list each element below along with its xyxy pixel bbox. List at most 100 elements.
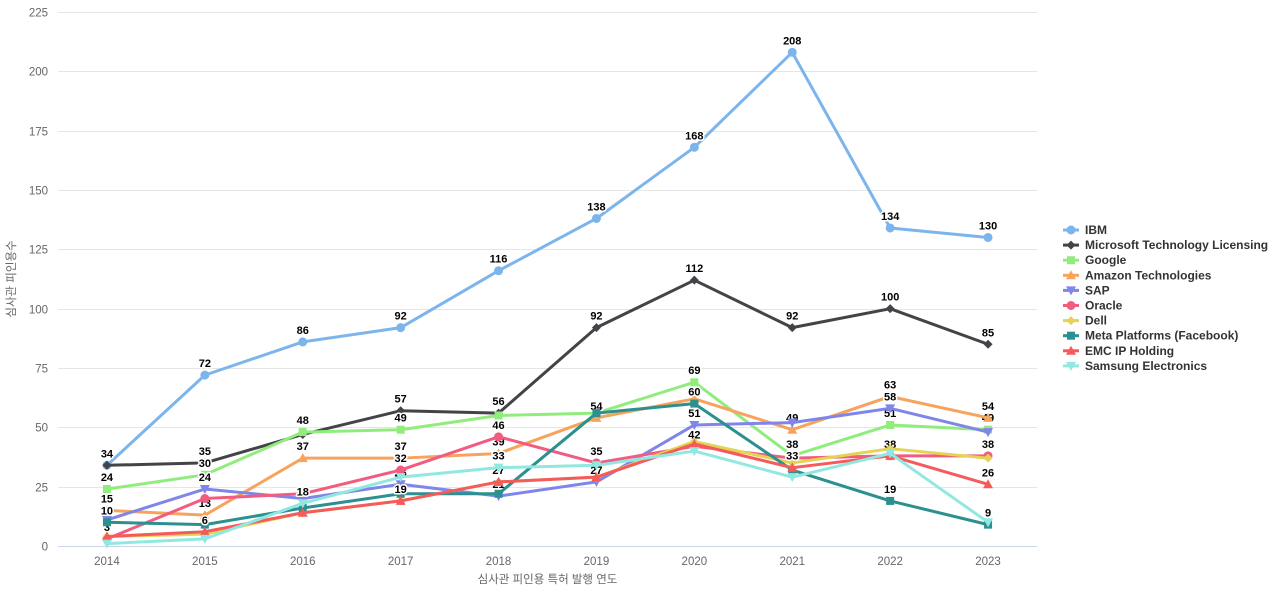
y-tick-label: 225 xyxy=(29,8,48,20)
data-point-marker[interactable] xyxy=(199,485,210,495)
data-point-marker[interactable] xyxy=(690,399,699,408)
data-point-marker[interactable] xyxy=(591,461,602,471)
data-point-marker[interactable] xyxy=(101,539,112,549)
data-point-marker[interactable] xyxy=(493,463,504,473)
data-point-marker[interactable] xyxy=(787,418,798,428)
data-point-marker[interactable] xyxy=(592,409,601,418)
data-point-marker[interactable] xyxy=(983,479,994,489)
data-label: 168 xyxy=(685,130,703,142)
data-point-marker[interactable] xyxy=(787,462,798,472)
legend-item-google[interactable]: Google xyxy=(1063,253,1127,267)
x-tick-label: 2019 xyxy=(584,556,610,568)
legend-item-amazon-technologies[interactable]: Amazon Technologies xyxy=(1063,268,1212,282)
data-point-marker[interactable] xyxy=(298,337,308,347)
data-point-marker[interactable] xyxy=(886,496,895,505)
data-point-marker[interactable] xyxy=(591,412,602,422)
data-point-marker[interactable] xyxy=(885,404,896,414)
data-label: 38 xyxy=(786,439,798,451)
y-tick-label: 75 xyxy=(35,364,48,376)
data-point-marker[interactable] xyxy=(983,232,993,242)
data-point-marker[interactable] xyxy=(102,518,111,527)
data-point-marker[interactable] xyxy=(102,460,112,470)
legend-label: Dell xyxy=(1085,314,1107,328)
data-point-marker[interactable] xyxy=(494,489,503,498)
data-point-marker[interactable] xyxy=(297,499,308,509)
data-point-marker[interactable] xyxy=(493,448,504,458)
data-point-marker[interactable] xyxy=(885,391,896,401)
legend-item-ibm[interactable]: IBM xyxy=(1063,223,1107,237)
data-point-marker[interactable] xyxy=(396,465,406,475)
data-point-marker[interactable] xyxy=(298,428,307,437)
data-point-marker[interactable] xyxy=(297,507,308,517)
data-point-marker[interactable] xyxy=(101,531,112,541)
data-point-marker[interactable] xyxy=(494,432,504,442)
data-point-marker[interactable] xyxy=(396,406,406,416)
data-point-marker[interactable] xyxy=(102,485,111,494)
data-label: 32 xyxy=(395,453,407,465)
data-point-marker[interactable] xyxy=(199,526,210,536)
y-tick-label: 25 xyxy=(35,483,48,495)
data-point-marker[interactable] xyxy=(200,520,209,529)
legend-item-emc-ip-holding[interactable]: EMC IP Holding xyxy=(1063,344,1174,358)
data-point-marker[interactable] xyxy=(787,323,797,333)
data-point-marker[interactable] xyxy=(591,472,602,482)
data-point-marker[interactable] xyxy=(395,453,406,463)
data-point-marker[interactable] xyxy=(689,447,700,457)
data-point-marker[interactable] xyxy=(395,480,406,490)
data-point-marker[interactable] xyxy=(199,510,210,520)
data-point-marker[interactable] xyxy=(885,304,895,314)
data-point-marker[interactable] xyxy=(885,449,896,459)
data-point-marker[interactable] xyxy=(983,339,993,349)
legend-item-dell[interactable]: Dell xyxy=(1063,314,1107,328)
legend-item-microsoft-technology-licensing[interactable]: Microsoft Technology Licensing xyxy=(1063,238,1268,252)
data-point-marker[interactable] xyxy=(200,370,210,380)
data-point-marker[interactable] xyxy=(200,458,210,468)
data-point-marker[interactable] xyxy=(689,438,700,448)
data-point-marker[interactable] xyxy=(689,420,700,430)
data-point-marker[interactable] xyxy=(396,489,405,498)
x-tick-label: 2016 xyxy=(290,556,316,568)
data-point-marker[interactable] xyxy=(787,47,797,57)
data-point-marker[interactable] xyxy=(200,494,210,504)
legend-item-meta-platforms-facebook-[interactable]: Meta Platforms (Facebook) xyxy=(1063,329,1238,343)
series-line xyxy=(105,449,990,546)
data-label: 3 xyxy=(104,522,110,534)
data-point-marker[interactable] xyxy=(591,213,601,223)
data-point-marker[interactable] xyxy=(494,266,504,276)
y-tick-label: 175 xyxy=(29,127,48,139)
data-point-marker[interactable] xyxy=(297,453,308,463)
data-point-marker[interactable] xyxy=(199,534,210,544)
data-point-marker[interactable] xyxy=(983,518,994,528)
data-point-marker[interactable] xyxy=(886,420,895,429)
data-point-marker[interactable] xyxy=(493,476,504,486)
data-point-marker[interactable] xyxy=(591,323,601,333)
data-point-marker[interactable] xyxy=(396,323,406,333)
legend-item-samsung-electronics[interactable]: Samsung Electronics xyxy=(1063,359,1207,373)
legend-marker-icon xyxy=(1066,345,1076,355)
data-point-marker[interactable] xyxy=(885,223,895,233)
data-point-marker[interactable] xyxy=(983,453,993,463)
data-label: 6 xyxy=(202,515,208,527)
data-point-marker[interactable] xyxy=(689,275,699,285)
data-label: 138 xyxy=(587,201,605,213)
data-point-marker[interactable] xyxy=(395,473,406,483)
data-point-marker[interactable] xyxy=(396,425,405,434)
data-point-marker[interactable] xyxy=(298,489,308,499)
data-point-marker[interactable] xyxy=(690,378,699,387)
y-tick-label: 125 xyxy=(29,245,48,257)
data-point-marker[interactable] xyxy=(395,495,406,505)
legend-item-sap[interactable]: SAP xyxy=(1063,283,1110,297)
data-point-marker[interactable] xyxy=(983,428,994,438)
data-point-marker[interactable] xyxy=(787,453,797,463)
legend-label: EMC IP Holding xyxy=(1085,344,1174,358)
legend-item-oracle[interactable]: Oracle xyxy=(1063,299,1123,313)
data-point-marker[interactable] xyxy=(787,424,798,434)
data-point-marker[interactable] xyxy=(494,411,503,420)
data-point-marker[interactable] xyxy=(101,505,112,515)
data-point-marker[interactable] xyxy=(689,142,699,152)
legend-marker-icon xyxy=(1066,361,1076,371)
data-point-marker[interactable] xyxy=(200,470,209,479)
data-point-marker[interactable] xyxy=(983,412,994,422)
data-label: 69 xyxy=(688,365,700,377)
data-point-marker[interactable] xyxy=(787,473,798,483)
